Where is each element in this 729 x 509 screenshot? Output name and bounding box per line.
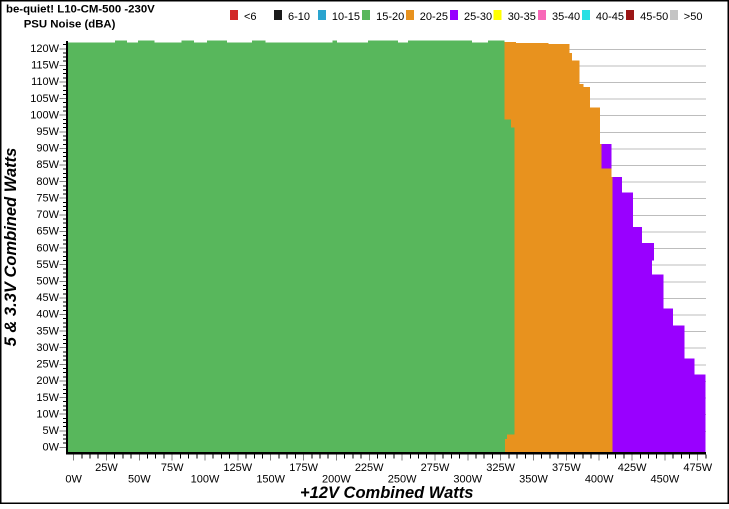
svg-text:375W: 375W xyxy=(552,462,581,474)
svg-text:325W: 325W xyxy=(486,462,515,474)
svg-text:0W: 0W xyxy=(43,442,60,454)
svg-text:50W: 50W xyxy=(128,473,151,485)
svg-text:60W: 60W xyxy=(36,242,59,254)
svg-text:400W: 400W xyxy=(585,473,614,485)
svg-text:225W: 225W xyxy=(355,462,384,474)
svg-text:275W: 275W xyxy=(421,462,450,474)
svg-text:75W: 75W xyxy=(161,462,184,474)
svg-text:25-30: 25-30 xyxy=(464,11,492,23)
svg-text:100W: 100W xyxy=(191,473,220,485)
svg-text:475W: 475W xyxy=(683,462,712,474)
svg-text:25W: 25W xyxy=(95,462,118,474)
svg-text:<6: <6 xyxy=(244,11,257,23)
svg-text:5 & 3.3V Combined Watts: 5 & 3.3V Combined Watts xyxy=(2,148,20,347)
svg-text:95W: 95W xyxy=(36,126,59,138)
svg-text:105W: 105W xyxy=(30,93,59,105)
svg-text:15-20: 15-20 xyxy=(376,11,404,23)
svg-text:10W: 10W xyxy=(36,408,59,420)
svg-text:+12V Combined Watts: +12V Combined Watts xyxy=(300,484,473,502)
svg-text:75W: 75W xyxy=(36,192,59,204)
svg-text:0W: 0W xyxy=(65,473,82,485)
svg-text:250W: 250W xyxy=(388,473,417,485)
svg-text:30W: 30W xyxy=(36,342,59,354)
svg-text:45W: 45W xyxy=(36,292,59,304)
svg-text:65W: 65W xyxy=(36,226,59,238)
svg-text:80W: 80W xyxy=(36,176,59,188)
svg-text:200W: 200W xyxy=(322,473,351,485)
svg-text:PSU Noise (dBA): PSU Noise (dBA) xyxy=(24,19,116,31)
svg-text:10-15: 10-15 xyxy=(332,11,360,23)
svg-text:55W: 55W xyxy=(36,259,59,271)
svg-text:175W: 175W xyxy=(289,462,318,474)
svg-text:85W: 85W xyxy=(36,159,59,171)
svg-text:70W: 70W xyxy=(36,209,59,221)
svg-text:450W: 450W xyxy=(651,473,680,485)
svg-text:425W: 425W xyxy=(618,462,647,474)
svg-text:45-50: 45-50 xyxy=(640,11,668,23)
svg-text:15W: 15W xyxy=(36,392,59,404)
svg-text:20W: 20W xyxy=(36,375,59,387)
svg-text:6-10: 6-10 xyxy=(288,11,310,23)
svg-text:25W: 25W xyxy=(36,359,59,371)
svg-text:5W: 5W xyxy=(43,425,60,437)
svg-text:115W: 115W xyxy=(31,60,60,72)
svg-text:150W: 150W xyxy=(256,473,285,485)
svg-text:20-25: 20-25 xyxy=(420,11,448,23)
svg-text:110W: 110W xyxy=(31,76,60,88)
svg-text:be-quiet! L10-CM-500 -230V: be-quiet! L10-CM-500 -230V xyxy=(6,4,155,16)
svg-text:50W: 50W xyxy=(36,276,59,288)
svg-text:35-40: 35-40 xyxy=(552,11,580,23)
svg-text:120W: 120W xyxy=(30,43,59,55)
svg-text:35W: 35W xyxy=(36,325,59,337)
svg-text:100W: 100W xyxy=(30,109,59,121)
svg-text:30-35: 30-35 xyxy=(508,11,536,23)
svg-text:350W: 350W xyxy=(519,473,548,485)
svg-text:40-45: 40-45 xyxy=(596,11,624,23)
svg-text:125W: 125W xyxy=(223,462,252,474)
svg-text:40W: 40W xyxy=(36,309,59,321)
svg-text:300W: 300W xyxy=(453,473,482,485)
svg-text:90W: 90W xyxy=(36,143,59,155)
svg-text:>50: >50 xyxy=(684,11,703,23)
